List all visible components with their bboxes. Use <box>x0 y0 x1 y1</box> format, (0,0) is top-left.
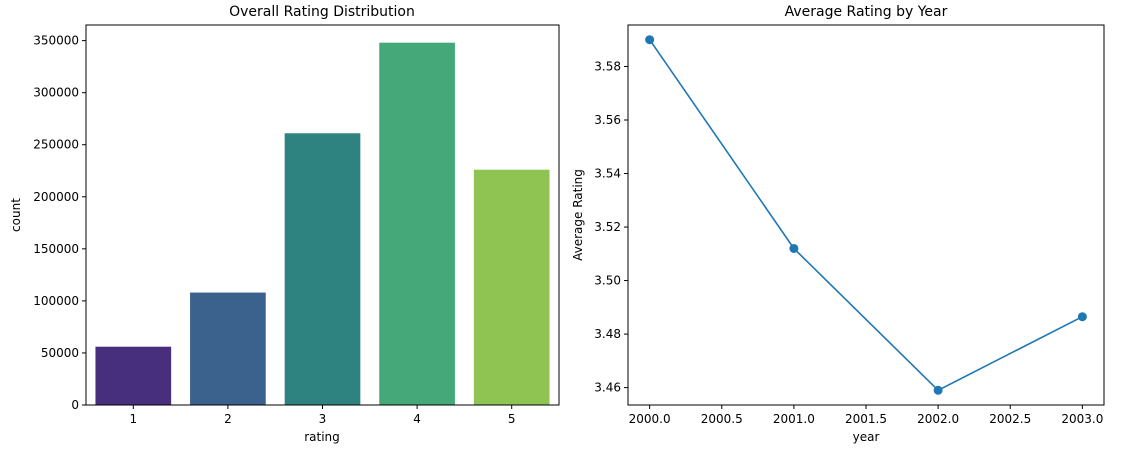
line-point-2001 <box>789 243 799 253</box>
bar-y-tick-label: 150000 <box>33 242 79 256</box>
line-plot-frame <box>627 24 1105 406</box>
bar-rating-2 <box>190 292 266 405</box>
line-y-tick-label: 3.46 <box>594 381 621 395</box>
line-y-axis-ticks: 3.46 3.48 3.50 3.52 3.54 3.56 3.58 <box>594 59 628 395</box>
line-y-tick-label: 3.50 <box>594 274 621 288</box>
bar-x-tick-label: 2 <box>224 412 232 426</box>
bar-y-tick-label: 50000 <box>41 346 79 360</box>
line-marks <box>645 35 1087 395</box>
line-x-tick-label: 2001.5 <box>845 412 887 426</box>
bar-rating-1 <box>95 346 172 405</box>
line-point-2000 <box>645 35 655 45</box>
line-y-tick-label: 3.48 <box>594 327 621 341</box>
bar-y-tick-label: 200000 <box>33 190 79 204</box>
bar-y-axis-ticks: 0 50000 100000 150000 200000 250000 300000 3500… <box>33 34 86 412</box>
bar-plot-frame <box>85 24 560 406</box>
bar-x-tick-label: 3 <box>319 412 327 426</box>
line-x-axis-label: year <box>853 430 880 444</box>
bar-y-axis-label: count <box>9 198 23 232</box>
line-y-tick-label: 3.58 <box>594 59 621 73</box>
bar-y-tick-label: 250000 <box>33 138 79 152</box>
bar-rating-4 <box>379 42 455 405</box>
bar-x-axis-ticks: 1 2 3 4 5 <box>129 405 516 426</box>
line-y-tick-label: 3.54 <box>594 167 621 181</box>
bar-rating-5 <box>473 169 550 405</box>
line-point-2002 <box>933 385 943 395</box>
bar-y-tick-label: 300000 <box>33 86 79 100</box>
line-y-tick-label: 3.56 <box>594 113 621 127</box>
line-x-tick-label: 2000.5 <box>701 412 743 426</box>
line-chart-title: Average Rating by Year <box>785 4 948 20</box>
bar-x-tick-label: 1 <box>129 412 137 426</box>
line-x-tick-label: 2003.0 <box>1061 412 1103 426</box>
line-point-2003 <box>1077 312 1087 322</box>
bar-y-tick-label: 350000 <box>33 34 79 48</box>
line-x-tick-label: 2002.0 <box>917 412 959 426</box>
bar-marks <box>95 42 550 405</box>
line-y-axis-label: Average Rating <box>571 169 585 261</box>
bar-x-tick-label: 4 <box>413 412 421 426</box>
bar-y-tick-label: 100000 <box>33 294 79 308</box>
line-x-axis-ticks: 2000.0 2000.5 2001.0 2001.5 2002.0 2002.5 2003… <box>629 405 1103 426</box>
bar-chart-title: Overall Rating Distribution <box>229 4 415 20</box>
line-x-tick-label: 2000.0 <box>629 412 671 426</box>
line-series <box>648 39 1083 392</box>
bar-y-tick-label: 0 <box>71 398 79 412</box>
bar-rating-3 <box>284 133 361 405</box>
rating-distribution-chart: Overall Rating Distribution 0 50000 100000… <box>9 4 560 444</box>
bar-x-axis-label: rating <box>304 430 340 444</box>
line-x-tick-label: 2002.5 <box>989 412 1031 426</box>
line-y-tick-label: 3.52 <box>594 220 621 234</box>
average-rating-chart: Average Rating by Year 3.463.483.503.523… <box>571 4 1105 444</box>
line-x-tick-label: 2001.0 <box>773 412 815 426</box>
bar-x-tick-label: 5 <box>508 412 516 426</box>
